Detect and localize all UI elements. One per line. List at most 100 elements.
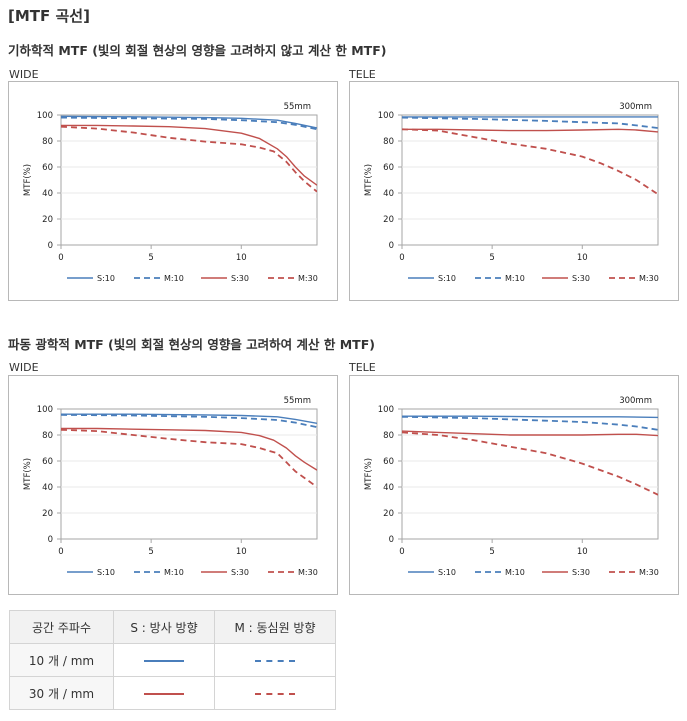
plot-area xyxy=(401,408,659,540)
x-tick-label: 5 xyxy=(148,547,153,557)
y-tick-label: 40 xyxy=(42,189,53,199)
y-axis-label: MTF(%) xyxy=(23,164,33,196)
legend-label: S:30 xyxy=(572,274,590,283)
legend-label: S:10 xyxy=(438,274,456,283)
series-line-m10 xyxy=(402,415,658,431)
swatch-m30 xyxy=(255,692,295,695)
y-axis-label: MTF(%) xyxy=(364,164,374,196)
series-line-m30 xyxy=(402,431,658,496)
row-label-10: 10 개 / mm xyxy=(9,643,114,677)
y-tick-label: 40 xyxy=(383,483,394,493)
swatch-cell-s30 xyxy=(113,676,215,710)
x-tick-label: 5 xyxy=(489,547,494,557)
y-tick-label: 60 xyxy=(383,163,394,173)
y-tick-label: 20 xyxy=(42,215,53,225)
swatch-cell-s10 xyxy=(113,643,215,677)
page-title: [MTF 곡선] xyxy=(8,7,90,25)
y-tick-label: 0 xyxy=(48,535,53,545)
legend-label: M:30 xyxy=(639,274,659,283)
legend-table: 공간 주파수 S : 방사 방향 M : 동심원 방향 10 개 / mm 30… xyxy=(9,610,336,710)
series-line-m30 xyxy=(402,128,658,196)
x-tick-label: 10 xyxy=(236,547,247,557)
y-tick-label: 0 xyxy=(48,241,53,251)
diff-wide-chart: 0 20 40 60 80 100 0 5 10 MTF(%) 55mm S:10 M:10 S:30 M:… xyxy=(8,375,338,595)
focal-length-label: 300mm xyxy=(619,102,652,112)
header-meridional: M : 동심원 방향 xyxy=(214,610,336,644)
legend-label: S:10 xyxy=(438,568,456,577)
plot-area xyxy=(401,114,659,246)
legend-table-header-row: 공간 주파수 S : 방사 방향 M : 동심원 방향 xyxy=(9,610,336,644)
tele-label: TELE xyxy=(349,68,376,81)
legend-label: M:10 xyxy=(505,274,525,283)
y-tick-label: 100 xyxy=(378,111,394,121)
series-line-m30 xyxy=(61,428,317,488)
legend-label: M:30 xyxy=(298,274,318,283)
series-line-m30 xyxy=(61,125,317,193)
y-tick-label: 100 xyxy=(37,111,53,121)
legend-label: M:10 xyxy=(164,568,184,577)
legend-label: M:30 xyxy=(298,568,318,577)
geo-tele-svg: 0 20 40 60 80 100 0 5 10 MTF(%) 300mm S:10 M:10 S:30 M… xyxy=(364,102,659,283)
series-line-m10 xyxy=(402,116,658,129)
series-line-m10 xyxy=(61,414,317,429)
diff-tele-svg: 0 20 40 60 80 100 0 5 10 MTF(%) 300mm S:10 M:10 S:30 M… xyxy=(364,396,659,577)
y-axis-label: MTF(%) xyxy=(23,458,33,490)
y-tick-label: 80 xyxy=(42,431,53,441)
y-tick-label: 80 xyxy=(383,431,394,441)
y-tick-label: 0 xyxy=(389,241,394,251)
legend-label: S:30 xyxy=(572,568,590,577)
geo-wide-chart: 0 20 40 60 80 100 0 5 10 MTF(%) 55mm S:10 M:10 S:30 M:… xyxy=(8,81,338,301)
swatch-cell-m10 xyxy=(214,643,336,677)
legend-label: S:10 xyxy=(97,274,115,283)
legend-label: M:30 xyxy=(639,568,659,577)
diffraction-mtf-title: 파동 광학적 MTF (빛의 회절 현상의 영향을 고려하여 계산 한 MTF) xyxy=(8,337,375,352)
x-tick-label: 0 xyxy=(399,547,404,557)
geometric-mtf-title: 기하학적 MTF (빛의 회절 현상의 영향을 고려하지 않고 계산 한 MTF… xyxy=(8,43,387,58)
series-line-m10 xyxy=(61,116,317,131)
x-tick-label: 10 xyxy=(577,253,588,263)
header-spatial-frequency: 공간 주파수 xyxy=(9,610,114,644)
legend-table-row: 30 개 / mm xyxy=(9,676,336,710)
swatch-cell-m30 xyxy=(214,676,336,710)
geo-tele-chart: 0 20 40 60 80 100 0 5 10 MTF(%) 300mm S:10 M:10 S:30 M… xyxy=(349,81,679,301)
series-line-s30 xyxy=(61,427,317,471)
y-tick-label: 0 xyxy=(389,535,394,545)
row-label-30: 30 개 / mm xyxy=(9,676,114,710)
swatch-m10 xyxy=(255,659,295,662)
series-line-s10 xyxy=(402,415,658,419)
swatch-s10 xyxy=(144,659,184,662)
y-tick-label: 20 xyxy=(383,215,394,225)
legend-label: M:10 xyxy=(164,274,184,283)
y-tick-label: 40 xyxy=(42,483,53,493)
legend-label: S:30 xyxy=(231,274,249,283)
diff-wide-svg: 0 20 40 60 80 100 0 5 10 MTF(%) 55mm S:10 M:10 S:30 M:… xyxy=(23,396,318,577)
series-line-s30 xyxy=(61,124,317,186)
legend-table-row: 10 개 / mm xyxy=(9,643,336,677)
focal-length-label: 55mm xyxy=(284,102,311,112)
tele-label-2: TELE xyxy=(349,361,376,374)
header-sagittal: S : 방사 방향 xyxy=(113,610,215,644)
swatch-s30 xyxy=(144,692,184,695)
y-tick-label: 80 xyxy=(42,137,53,147)
x-tick-label: 10 xyxy=(236,253,247,263)
wide-label-2: WIDE xyxy=(9,361,39,374)
y-tick-label: 20 xyxy=(383,509,394,519)
series-line-s10 xyxy=(61,115,317,129)
x-tick-label: 0 xyxy=(58,547,63,557)
y-tick-label: 100 xyxy=(378,405,394,415)
x-tick-label: 0 xyxy=(58,253,63,263)
x-tick-label: 5 xyxy=(489,253,494,263)
x-tick-label: 10 xyxy=(577,547,588,557)
y-tick-label: 40 xyxy=(383,189,394,199)
series-line-s30 xyxy=(402,128,658,133)
y-tick-label: 60 xyxy=(42,163,53,173)
focal-length-label: 55mm xyxy=(284,396,311,406)
y-axis-label: MTF(%) xyxy=(364,458,374,490)
y-tick-label: 80 xyxy=(383,137,394,147)
geo-wide-svg: 0 20 40 60 80 100 0 5 10 MTF(%) 55mm S:10 M:10 S:30 M:… xyxy=(23,102,318,283)
y-tick-label: 60 xyxy=(383,457,394,467)
legend-label: M:10 xyxy=(505,568,525,577)
focal-length-label: 300mm xyxy=(619,396,652,406)
series-line-s10 xyxy=(61,413,317,424)
y-tick-label: 20 xyxy=(42,509,53,519)
